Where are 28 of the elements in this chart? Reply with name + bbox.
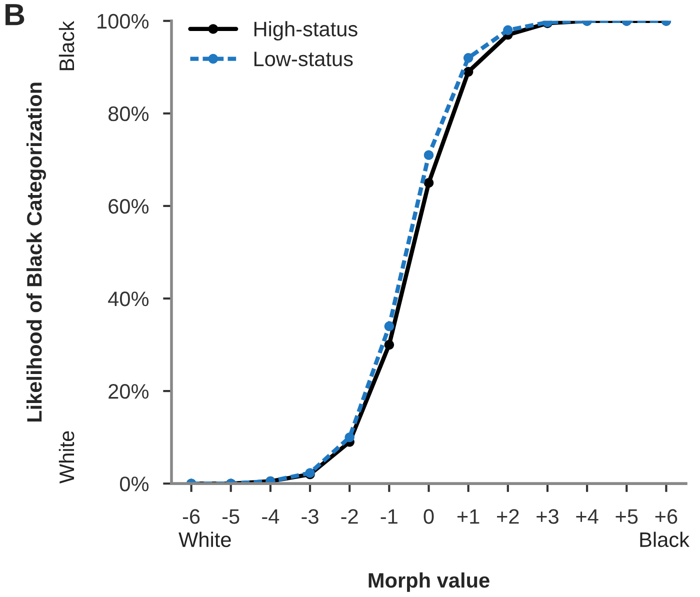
x-axis-title: Morph value (368, 572, 490, 592)
y-tick-label: 20% (108, 384, 149, 399)
x-tick-label: +5 (616, 509, 638, 524)
y-tick-label: 0% (120, 476, 149, 492)
y-tick-label: 40% (108, 292, 149, 306)
y-tick-label: 100% (98, 14, 149, 29)
text: B (6, 4, 24, 26)
x-tick-label: +6 (655, 509, 678, 524)
legend-label: High-status (254, 21, 358, 41)
text: White (58, 431, 74, 484)
x-tick-label: +2 (497, 509, 519, 524)
x-tick-label: -6 (182, 509, 200, 524)
x-tick-label: +3 (536, 509, 558, 524)
text: White (178, 532, 231, 548)
y-axis-title: Likelihood of Black Categorization (26, 82, 46, 422)
x-tick-label: -2 (341, 509, 358, 524)
x-tick-label: 0 (424, 509, 434, 524)
x-tick-label: -1 (380, 509, 398, 524)
legend-label: Low-status (254, 52, 353, 66)
x-tick-label: -3 (302, 509, 318, 524)
x-tick-label: -4 (262, 509, 280, 524)
text: Black (640, 532, 690, 548)
x-tick-label: -5 (222, 509, 240, 524)
y-tick-label: 80% (108, 106, 149, 122)
text: Black (58, 20, 74, 70)
x-tick-label: +1 (457, 509, 480, 524)
x-tick-label: +4 (576, 509, 598, 524)
y-tick-label: 60% (108, 198, 149, 214)
